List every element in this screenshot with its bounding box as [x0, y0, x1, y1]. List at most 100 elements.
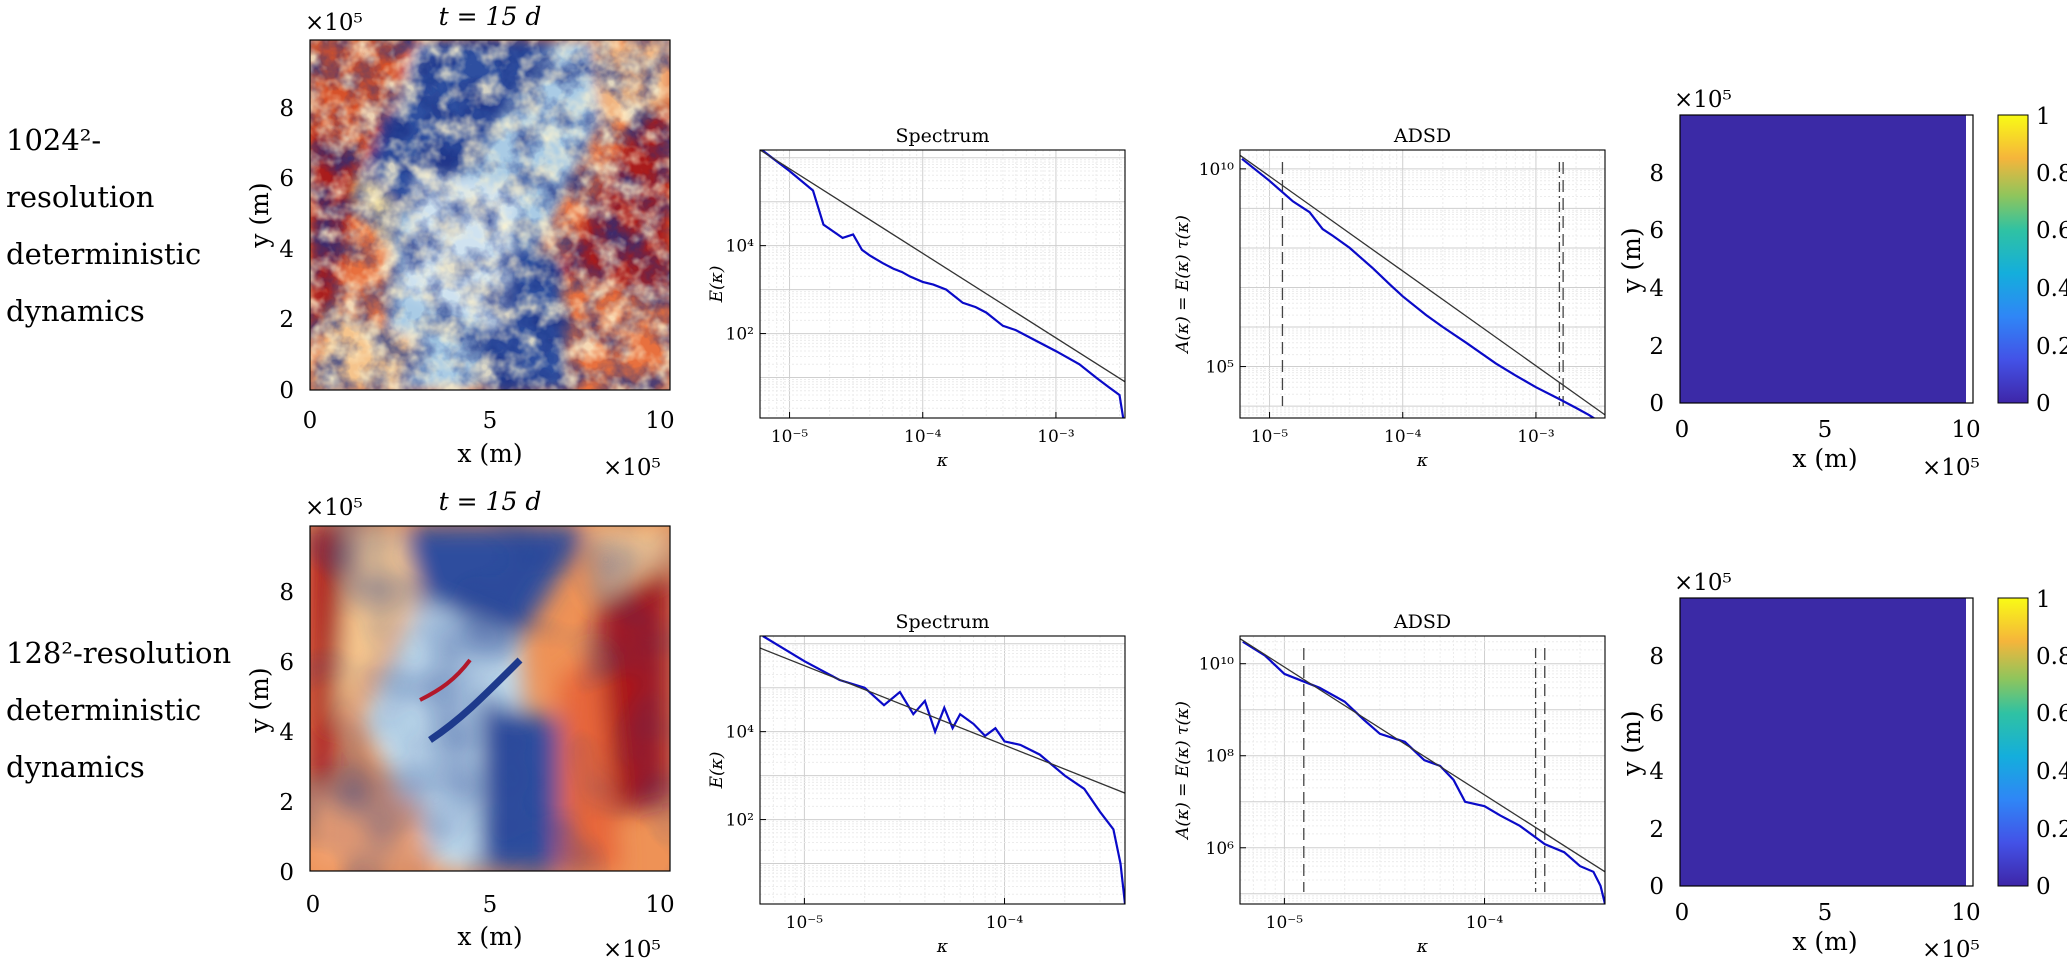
- y-tick-label: 10¹⁰: [1199, 160, 1234, 180]
- x-tick-label: 5: [483, 892, 498, 918]
- x-tick-label: 10⁻⁴: [904, 427, 942, 447]
- x-tick-label: 5: [1818, 900, 1833, 926]
- y-tick-label: 10⁶: [1206, 839, 1235, 859]
- colorbar-tick: 0: [2036, 391, 2051, 417]
- x-tick-label: 10: [1951, 900, 1980, 926]
- y-tick-label: 8: [279, 580, 294, 606]
- x-tick-label: 10⁻⁵: [771, 427, 809, 447]
- y-tick-label: 2: [279, 790, 294, 816]
- y-tick-label: 0: [279, 860, 294, 886]
- row-label-2: 128²-resolution deterministic dynamics: [6, 625, 231, 796]
- x-tick-label: 10⁻⁴: [1384, 427, 1422, 447]
- x-tick-label: 10⁻⁴: [986, 913, 1024, 933]
- x-tick-label: 10⁻⁵: [1266, 913, 1304, 933]
- y-tick-label: 6: [1649, 218, 1664, 244]
- row-label-2-line: deterministic: [6, 693, 202, 727]
- data-line-adsd: [1242, 640, 1605, 904]
- colorbar-tick: 0.8: [2036, 161, 2067, 187]
- axes-frame: [1239, 635, 1606, 905]
- mask-2-exponent: ×10⁵: [1674, 570, 1732, 596]
- x-tick-label: 0: [306, 892, 321, 918]
- fit-line: [760, 647, 1125, 794]
- field-1-yticks: 0 2 4 6 8: [279, 96, 294, 404]
- x-tick-label: 10: [1951, 417, 1980, 443]
- row-label-2-line: 128²-resolution: [6, 636, 232, 670]
- colorbar-tick: 1: [2036, 104, 2051, 130]
- vorticity-field-1: [310, 40, 670, 390]
- mask-field-1: [1680, 115, 1970, 403]
- plot-area: [760, 150, 1125, 418]
- y-axis-label: E(κ): [707, 266, 727, 304]
- x-tick-label: 10⁻³: [1517, 427, 1554, 447]
- y-tick-label: 10⁸: [1206, 747, 1235, 767]
- adsd-chart-2: 10⁻⁵ 10⁻⁴ 10⁶ 10⁸ 10¹⁰ ADSD κ A(κ) = E(κ) τ(κ): [1173, 611, 1606, 957]
- field-2-ylabel: y (m): [245, 667, 274, 733]
- vorticity-field-2: [310, 526, 670, 871]
- y-tick-label: 4: [279, 237, 294, 263]
- mask-1-xlabel: x (m): [1792, 444, 1857, 473]
- colorbar-tick: 0.6: [2036, 701, 2067, 727]
- y-tick-label: 8: [1649, 644, 1664, 670]
- x-tick-label: 0: [1675, 417, 1690, 443]
- data-line-spectrum: [761, 150, 1125, 418]
- y-tick-label: 6: [1649, 701, 1664, 727]
- field-2-exponent: ×10⁵: [305, 495, 363, 521]
- x-tick-label: 10⁻⁵: [1251, 427, 1289, 447]
- plot-area: [1240, 638, 1605, 904]
- fit-line: [760, 150, 1125, 383]
- field-2-xticks: 0 5 10: [306, 892, 675, 918]
- x-tick-label: 10: [645, 892, 674, 918]
- mask-1-ylabel: y (m): [1617, 227, 1646, 293]
- field-plot-1: t = 15 d ×10⁵ ×10⁵ 0 5 10 0 2 4 6 8 x (m…: [245, 2, 675, 481]
- chart-title: ADSD: [1393, 611, 1451, 633]
- colorbar-tick: 0.6: [2036, 218, 2067, 244]
- field-2-xlabel: x (m): [457, 922, 522, 951]
- field-plot-2: t = 15 d ×10⁵ ×10⁵ 0 5 10 0 2 4 6 8 x (m…: [245, 487, 675, 963]
- spectrum-chart-2: 10⁻⁵ 10⁻⁴ 10² 10⁴ Spectrum κ E(κ): [707, 611, 1126, 957]
- y-tick-label: 6: [279, 166, 294, 192]
- y-tick-label: 10²: [726, 325, 754, 345]
- row-label-1-line: resolution: [6, 180, 155, 214]
- field-2-yticks: 0 2 4 6 8: [279, 580, 294, 886]
- colorbar-tick: 0.4: [2036, 759, 2067, 785]
- colorbar-2: 0 0.2 0.4 0.6 0.8 1: [1997, 587, 2067, 900]
- y-tick-label: 0: [279, 378, 294, 404]
- field-2-xexp: ×10⁵: [603, 937, 661, 963]
- y-tick-label: 0: [1649, 874, 1664, 900]
- mask-2-xexp: ×10⁵: [1922, 937, 1980, 963]
- mask-1-exponent: ×10⁵: [1674, 87, 1732, 113]
- y-axis-label: A(κ) = E(κ) τ(κ): [1173, 215, 1193, 355]
- data-line-spectrum: [762, 636, 1125, 904]
- y-tick-label: 10⁵: [1206, 358, 1235, 378]
- colorbar-1: 0 0.2 0.4 0.6 0.8 1: [1997, 104, 2067, 417]
- colorbar-tick: 0.4: [2036, 276, 2067, 302]
- y-tick-label: 8: [1649, 161, 1664, 187]
- x-tick-label: 10⁻⁴: [1466, 913, 1504, 933]
- y-axis-label: A(κ) = E(κ) τ(κ): [1173, 701, 1193, 841]
- x-tick-label: 5: [483, 408, 498, 434]
- field-2-title: t = 15 d: [439, 487, 542, 516]
- colorbar-tick: 0.2: [2036, 334, 2067, 360]
- data-line-adsd: [1241, 157, 1596, 418]
- y-axis-label: E(κ): [707, 752, 727, 790]
- field-1-exponent: ×10⁵: [305, 10, 363, 36]
- x-tick-label: 10: [645, 408, 674, 434]
- y-tick-label: 4: [1649, 276, 1664, 302]
- mask-2-ylabel: y (m): [1617, 710, 1646, 776]
- colorbar-tick: 0.8: [2036, 644, 2067, 670]
- y-tick-label: 4: [279, 720, 294, 746]
- field-1-xticks: 0 5 10: [303, 408, 675, 434]
- field-1-xlabel: x (m): [457, 439, 522, 468]
- row-label-1: 1024²- resolution deterministic dynamics: [6, 112, 201, 340]
- row-label-1-line: deterministic: [6, 237, 202, 271]
- chart-title: Spectrum: [895, 611, 989, 633]
- mask-field-2: [1680, 598, 1970, 886]
- x-axis-label: κ: [1416, 937, 1428, 957]
- x-axis-label: κ: [936, 937, 948, 957]
- y-tick-label: 2: [279, 307, 294, 333]
- y-tick-label: 4: [1649, 759, 1664, 785]
- y-tick-label: 2: [1649, 334, 1664, 360]
- colorbar-tick: 0.2: [2036, 817, 2067, 843]
- axes-frame: [759, 635, 1126, 905]
